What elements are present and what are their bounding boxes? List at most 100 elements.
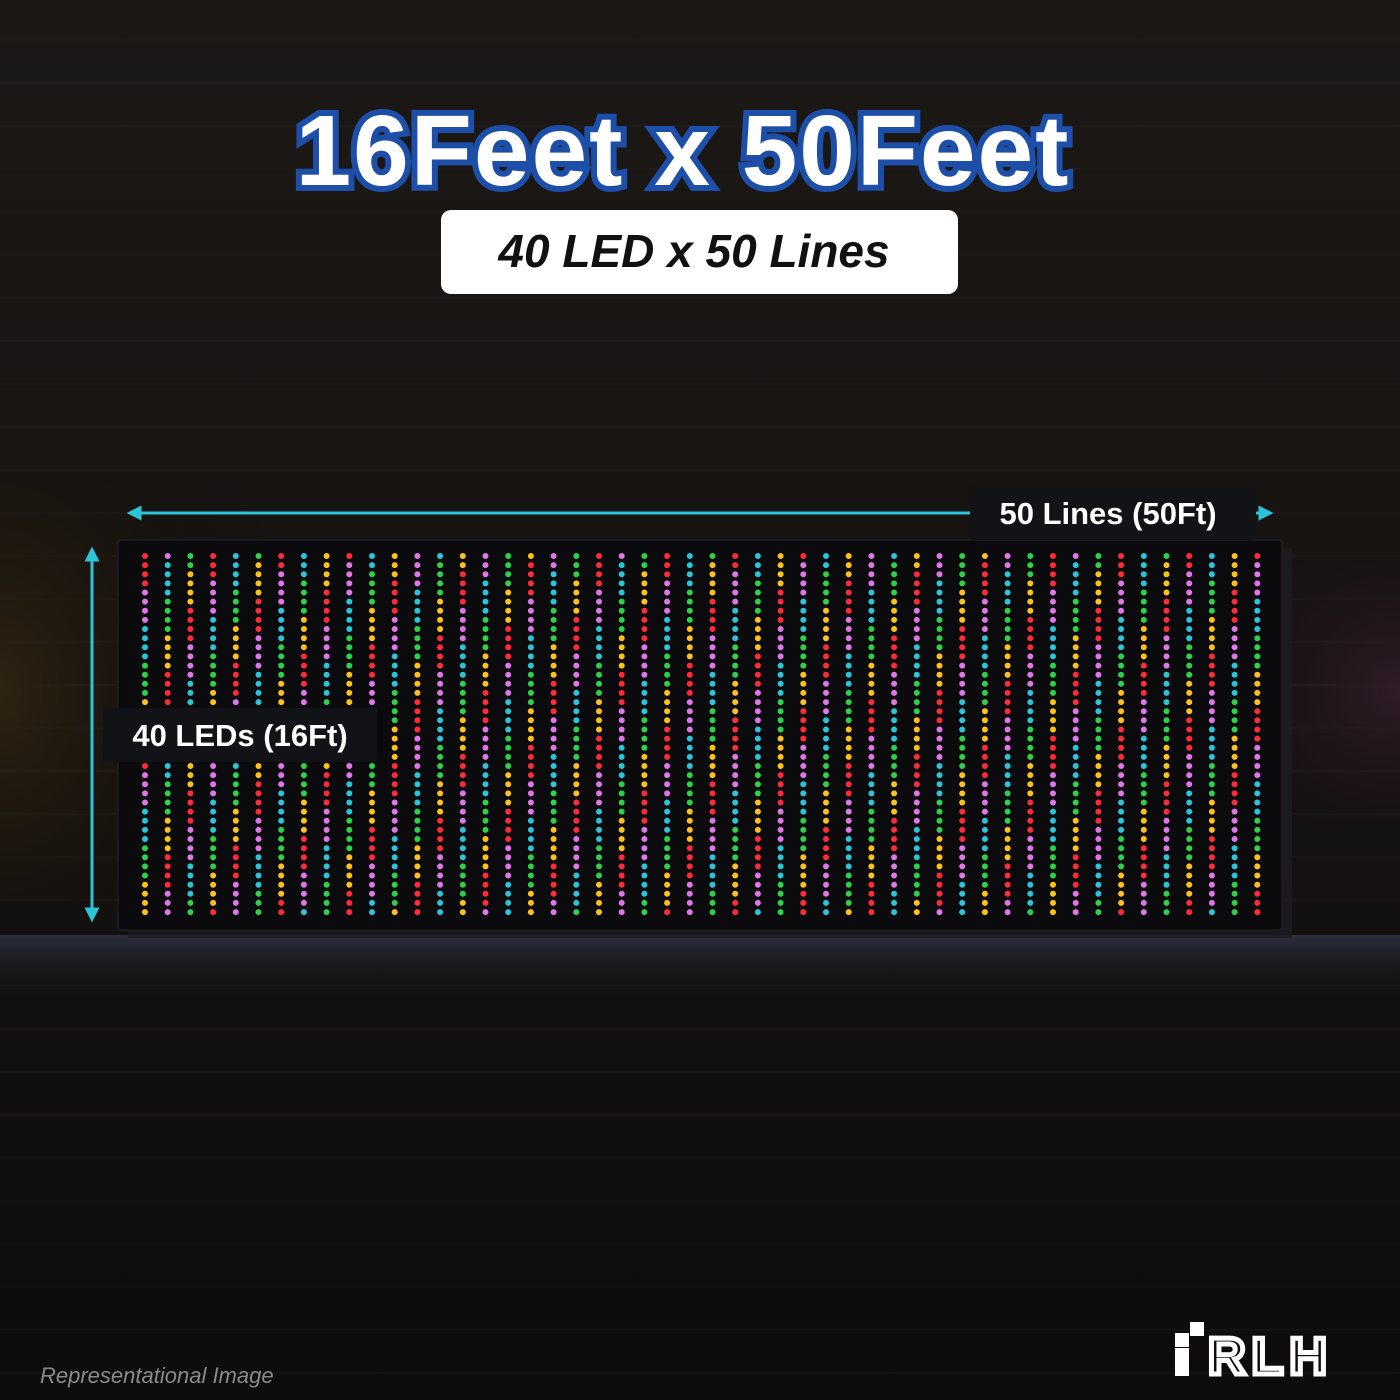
led: [845, 753, 852, 760]
led: [1004, 626, 1011, 632]
led: [596, 607, 602, 614]
led: [1208, 881, 1215, 888]
led: [664, 616, 671, 623]
led: [1050, 744, 1056, 751]
led: [800, 790, 807, 797]
led: [459, 826, 466, 833]
led: [1095, 589, 1102, 596]
led: [323, 607, 330, 614]
led: [754, 598, 761, 605]
led: [1027, 553, 1034, 559]
led: [232, 863, 239, 870]
led: [1140, 635, 1147, 642]
led: [959, 635, 966, 642]
led: [1072, 881, 1079, 888]
led: [618, 580, 625, 587]
led: [1072, 899, 1079, 906]
led: [1140, 899, 1147, 906]
led: [255, 881, 262, 888]
led: [1027, 589, 1034, 596]
led: [1231, 799, 1238, 806]
led: [437, 607, 444, 614]
led: [845, 708, 852, 715]
led: [1140, 699, 1147, 706]
led: [1004, 744, 1011, 751]
led: [754, 589, 761, 596]
led: [981, 598, 988, 605]
led: [1254, 699, 1261, 706]
led: [777, 699, 784, 706]
led: [823, 753, 829, 760]
led: [891, 580, 898, 587]
led: [732, 881, 739, 888]
led: [1050, 680, 1056, 687]
led: [505, 580, 512, 587]
led: [437, 790, 444, 797]
led: [1231, 808, 1238, 815]
led: [255, 653, 262, 660]
led: [527, 653, 534, 660]
led: [482, 553, 489, 559]
led: [845, 772, 852, 779]
led: [1140, 845, 1147, 852]
led: [754, 863, 761, 870]
led: [913, 808, 920, 815]
led: [891, 799, 898, 806]
led: [754, 671, 761, 678]
led: [959, 863, 966, 870]
led: [1050, 863, 1056, 870]
led: [1186, 863, 1193, 870]
led: [1231, 826, 1238, 833]
led: [1118, 708, 1125, 715]
led: [1050, 799, 1056, 806]
led: [1140, 717, 1147, 724]
led: [1140, 580, 1147, 587]
led: [1254, 753, 1261, 760]
led: [346, 553, 353, 559]
led: [686, 763, 693, 769]
led: [686, 909, 693, 916]
led: [664, 817, 671, 824]
led: [936, 662, 943, 669]
led: [596, 616, 602, 623]
led: [936, 899, 943, 906]
led: [369, 644, 375, 651]
led: [1050, 553, 1056, 559]
led: [573, 580, 580, 587]
led: [414, 890, 421, 897]
led: [1208, 662, 1215, 669]
led: [981, 799, 988, 806]
led: [573, 680, 580, 687]
led: [732, 680, 739, 687]
led: [618, 826, 625, 833]
led: [391, 899, 398, 906]
led: [664, 726, 671, 733]
led: [437, 689, 444, 696]
led: [754, 772, 761, 779]
led: [754, 753, 761, 760]
led: [1118, 580, 1125, 587]
led: [278, 772, 285, 779]
led: [278, 699, 285, 706]
led: [800, 836, 807, 842]
led: [459, 589, 466, 596]
led: [596, 872, 602, 879]
led: [300, 836, 307, 842]
led: [1118, 607, 1125, 614]
led: [1004, 872, 1011, 879]
floor: [0, 935, 1400, 1005]
led: [1004, 726, 1011, 733]
led: [891, 653, 898, 660]
led: [391, 680, 398, 687]
led: [278, 635, 285, 642]
led: [823, 580, 829, 587]
led: [823, 872, 829, 879]
led: [664, 854, 671, 861]
led: [527, 626, 534, 632]
led: [596, 735, 602, 742]
led: [664, 799, 671, 806]
led: [459, 662, 466, 669]
led: [437, 726, 444, 733]
led: [1208, 699, 1215, 706]
led: [823, 881, 829, 888]
